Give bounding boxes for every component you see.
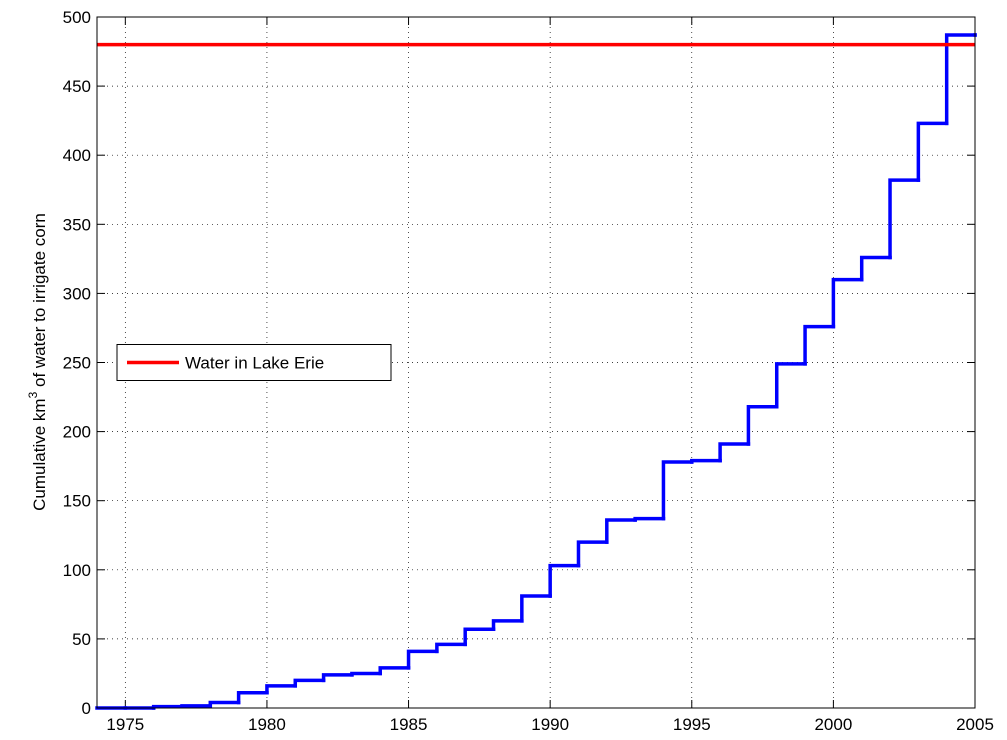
step-segment: [916, 121, 949, 182]
step-segment: [321, 673, 354, 683]
step-segment: [661, 460, 694, 521]
y-axis-label-part: Cumulative km: [30, 398, 49, 510]
x-tick-label: 1980: [248, 715, 286, 734]
y-tick-label: 100: [63, 561, 91, 580]
step-segment: [576, 540, 609, 568]
step-segment: [803, 324, 836, 366]
step-segment: [435, 642, 467, 654]
step-segment: [265, 684, 298, 695]
step-segment: [690, 458, 722, 464]
x-tick-label: 1985: [390, 715, 428, 734]
y-tick-label: 50: [72, 630, 91, 649]
step-segment: [944, 33, 977, 126]
step-segment: [605, 518, 637, 544]
step-segment: [774, 362, 807, 409]
step-segment: [633, 516, 666, 522]
legend-label: Water in Lake Erie: [185, 354, 324, 373]
step-segment: [208, 700, 241, 708]
step-segment: [548, 563, 581, 598]
step-segment: [491, 619, 524, 631]
step-segment: [859, 255, 892, 282]
y-axis-label-sup: 3: [26, 391, 40, 398]
step-segment: [350, 671, 382, 677]
step-segment: [718, 442, 751, 463]
y-axis-label: Cumulative km3 of water to irrigate corn: [26, 213, 49, 511]
step-segment: [888, 178, 921, 260]
x-tick-label: 1975: [106, 715, 144, 734]
step-segment: [746, 404, 779, 446]
step-segment: [831, 277, 864, 329]
y-tick-label: 0: [82, 699, 91, 718]
y-tick-label: 200: [63, 423, 91, 442]
y-tick-label: 500: [63, 8, 91, 27]
step-segment: [293, 678, 326, 688]
x-tick-label: 2000: [814, 715, 852, 734]
step-segment: [463, 627, 496, 647]
x-tick-label: 1990: [531, 715, 569, 734]
axes-box: [96, 16, 976, 709]
step-segment: [378, 666, 411, 676]
y-axis-label-part: of water to irrigate corn: [30, 213, 49, 392]
y-tick-label: 450: [63, 77, 91, 96]
step-segment: [180, 704, 213, 709]
x-tick-label: 2005: [956, 715, 994, 734]
y-tick-label: 250: [63, 354, 91, 373]
y-tick-label: 350: [63, 215, 91, 234]
step-segment: [520, 594, 552, 623]
step-segment: [236, 691, 269, 705]
y-tick-label: 400: [63, 146, 91, 165]
step-segment: [406, 649, 439, 670]
y-tick-label: 300: [63, 284, 91, 303]
y-tick-label: 150: [63, 492, 91, 511]
x-tick-label: 1995: [673, 715, 711, 734]
